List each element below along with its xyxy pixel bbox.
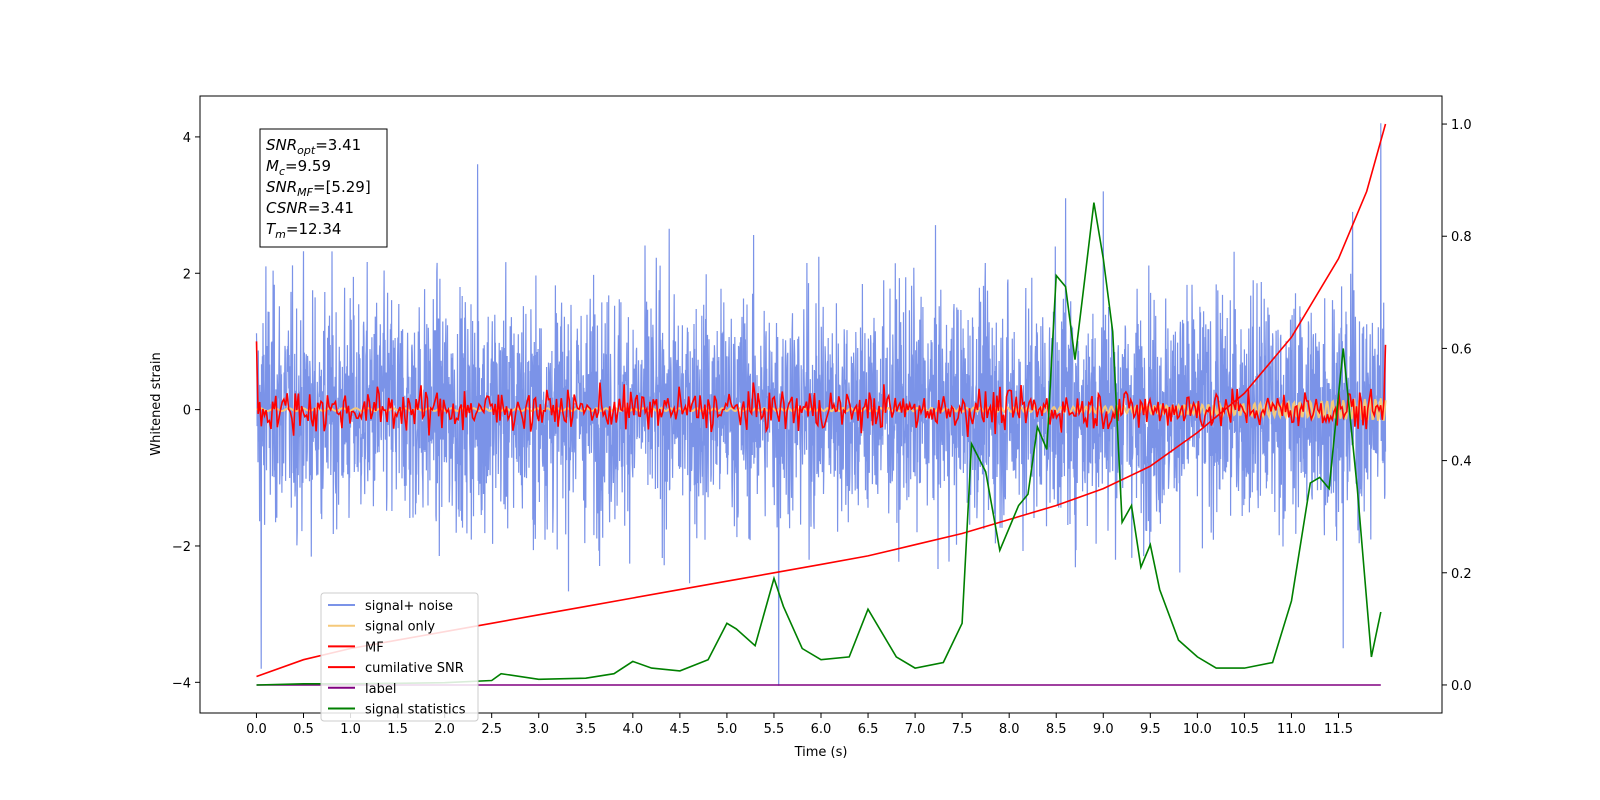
- signal-statistics-line: [256, 202, 1382, 686]
- signal-noise-line: [255, 123, 1387, 686]
- x-tick-label: 6.5: [858, 722, 879, 737]
- info-line-value: =[5.29]: [313, 178, 371, 196]
- x-tick-label: 5.0: [717, 722, 738, 737]
- info-line: SNRopt=3.41: [266, 136, 361, 157]
- info-line-value: =3.41: [315, 136, 361, 154]
- y-axis-label: Whitened strain: [149, 352, 164, 455]
- info-line-label: T: [266, 220, 277, 238]
- x-axis-label: Time (s): [794, 745, 848, 760]
- x-tick-label: 3.0: [528, 722, 549, 737]
- x-tick-label: 8.0: [999, 722, 1020, 737]
- info-line-label: CSNR: [266, 199, 308, 217]
- x-tick-label: 10.5: [1230, 722, 1259, 737]
- info-line-value: =12.34: [286, 220, 342, 238]
- x-tick-label: 7.0: [905, 722, 926, 737]
- x-tick-label: 11.5: [1324, 722, 1353, 737]
- y-tick-label: 2: [183, 267, 191, 282]
- x-tick-label: 2.0: [434, 722, 455, 737]
- legend-frame: [320, 592, 479, 722]
- x-tick-label: 9.5: [1140, 722, 1161, 737]
- y-tick-label: −4: [172, 676, 191, 691]
- mf-line: [255, 341, 1387, 437]
- legend-label: cumilative SNR: [365, 661, 464, 676]
- y2-tick-label: 0.4: [1451, 455, 1472, 470]
- x-tick-label: 10.0: [1183, 722, 1212, 737]
- info-line-label: M: [266, 157, 279, 175]
- x-tick-label: 11.0: [1277, 722, 1306, 737]
- y-tick-label: 0: [183, 404, 191, 419]
- x-tick-label: 4.0: [622, 722, 643, 737]
- legend-label: MF: [365, 640, 384, 655]
- info-line: Tm=12.34: [266, 220, 341, 241]
- x-tick-label: 9.0: [1093, 722, 1114, 737]
- info-line-subscript: opt: [297, 144, 316, 157]
- legend: signal+ noise signal only MF cumilative SNR…: [320, 592, 479, 722]
- y2-tick-label: 0.8: [1451, 230, 1472, 245]
- y-tick-label: −2: [172, 540, 191, 555]
- info-line: Mc=9.59: [266, 157, 331, 178]
- info-line-subscript: m: [275, 228, 286, 241]
- info-line-value: =3.41: [308, 199, 354, 217]
- x-tick-label: 8.5: [1046, 722, 1067, 737]
- y-tick-label: 4: [183, 131, 191, 146]
- x-tick-label: 5.5: [764, 722, 785, 737]
- x-tick-label: 4.5: [670, 722, 691, 737]
- legend-label: label: [365, 682, 396, 697]
- info-box-frame: [259, 128, 388, 248]
- x-tick-label: 0.0: [246, 722, 267, 737]
- info-line: SNRMF=[5.29]: [266, 178, 371, 199]
- info-line-subscript: MF: [297, 186, 313, 199]
- legend-label: signal statistics: [365, 703, 466, 718]
- info-line-value: =9.59: [285, 157, 331, 175]
- legend-label: signal+ noise: [365, 599, 453, 614]
- info-box: SNRopt=3.41Mc=9.59SNRMF=[5.29]CSNR=3.41T…: [259, 128, 388, 248]
- x-tick-label: 3.5: [575, 722, 596, 737]
- x-tick-label: 0.5: [293, 722, 314, 737]
- x-tick-label: 2.5: [481, 722, 502, 737]
- x-tick-label: 1.0: [340, 722, 361, 737]
- axis-layer: 0.0 0.5 1.0 1.5 2.0 2.5 3.0 3.5 4.0 4.5 5.0 5.5 6.0 6…: [172, 118, 1472, 737]
- info-line-subscript: c: [279, 165, 285, 178]
- x-tick-label: 7.5: [952, 722, 973, 737]
- y2-tick-label: 0.2: [1451, 567, 1472, 582]
- legend-label: signal only: [365, 620, 435, 635]
- info-line-label: SNR: [266, 136, 297, 154]
- x-tick-label: 6.0: [811, 722, 832, 737]
- y2-tick-label: 1.0: [1451, 118, 1472, 133]
- x-tick-label: 1.5: [387, 722, 408, 737]
- info-line: CSNR=3.41: [266, 199, 354, 217]
- y2-tick-label: 0.0: [1451, 679, 1472, 694]
- y2-tick-label: 0.6: [1451, 342, 1472, 357]
- info-line-label: SNR: [266, 178, 297, 196]
